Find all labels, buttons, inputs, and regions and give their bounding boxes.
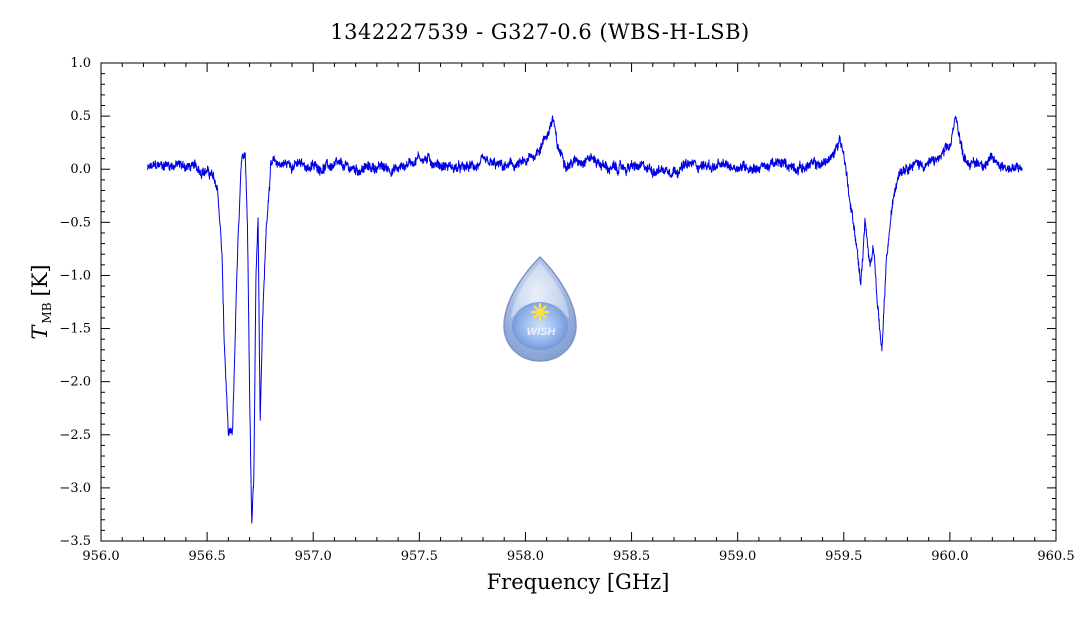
spectrum-line	[147, 115, 1023, 524]
y-tick-label: 1.0	[70, 56, 91, 71]
y-tick-labels: 1.0 0.5 0.0 −0.5 −1.0 −1.5 −2.0 −2.5 −3.0 −3.5	[59, 56, 91, 549]
y-axis-subscript: MB	[40, 302, 54, 323]
x-tick-label: 957.5	[401, 549, 438, 564]
x-tick-label: 956.0	[82, 549, 119, 564]
y-axis-unit: [K]	[28, 264, 52, 296]
axis-ticks	[100, 62, 1057, 542]
x-axis-title: Frequency [GHz]	[487, 570, 670, 594]
y-axis-symbol: T	[28, 324, 52, 340]
x-tick-label: 956.5	[189, 549, 226, 564]
y-tick-label: −1.5	[59, 322, 91, 337]
x-tick-labels: 956.0 956.5 957.0 957.5 958.0 958.5 959.0 959.5…	[82, 549, 1074, 564]
y-tick-label: −0.5	[59, 215, 91, 230]
y-tick-label: 0.5	[70, 109, 91, 124]
y-tick-label: 0.0	[70, 162, 91, 177]
y-tick-label: −2.5	[59, 428, 91, 443]
wish-logo-text: WISH	[527, 326, 557, 338]
y-axis-title: TMB [K]	[28, 264, 54, 339]
x-tick-label: 958.5	[613, 549, 650, 564]
y-tick-label: −3.0	[59, 481, 91, 496]
y-tick-label: −1.0	[59, 268, 91, 283]
x-tick-label: 959.0	[719, 549, 756, 564]
plot-frame	[100, 62, 1057, 542]
y-tick-label: −3.5	[59, 534, 91, 549]
x-tick-label: 960.5	[1037, 549, 1074, 564]
x-tick-label: 958.0	[507, 549, 544, 564]
x-tick-label: 959.5	[825, 549, 862, 564]
chart-title: 1342227539 - G327-0.6 (WBS-H-LSB)	[330, 20, 749, 44]
svg-text:TMB[K]: TMB [K]	[28, 264, 54, 339]
y-tick-label: −2.0	[59, 375, 91, 390]
wish-logo: WISH	[503, 255, 577, 362]
x-tick-label: 960.0	[931, 549, 968, 564]
x-tick-label: 957.0	[295, 549, 332, 564]
